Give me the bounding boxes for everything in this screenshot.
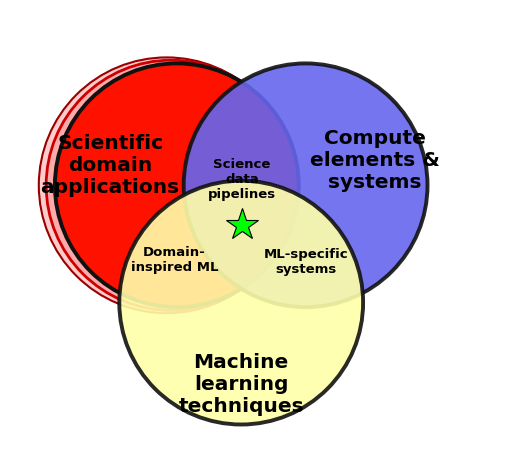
- Circle shape: [119, 181, 362, 425]
- Text: Compute
elements &
systems: Compute elements & systems: [309, 129, 439, 192]
- Circle shape: [39, 58, 294, 313]
- Text: Machine
learning
techniques: Machine learning techniques: [178, 352, 303, 414]
- Text: ML-specific
systems: ML-specific systems: [263, 248, 347, 275]
- Text: Domain-
inspired ML: Domain- inspired ML: [130, 246, 218, 273]
- Circle shape: [46, 61, 296, 311]
- Text: Scientific
domain
applications: Scientific domain applications: [40, 134, 179, 196]
- Text: Science
data
pipelines: Science data pipelines: [208, 157, 276, 201]
- Circle shape: [55, 64, 298, 308]
- Circle shape: [183, 64, 427, 308]
